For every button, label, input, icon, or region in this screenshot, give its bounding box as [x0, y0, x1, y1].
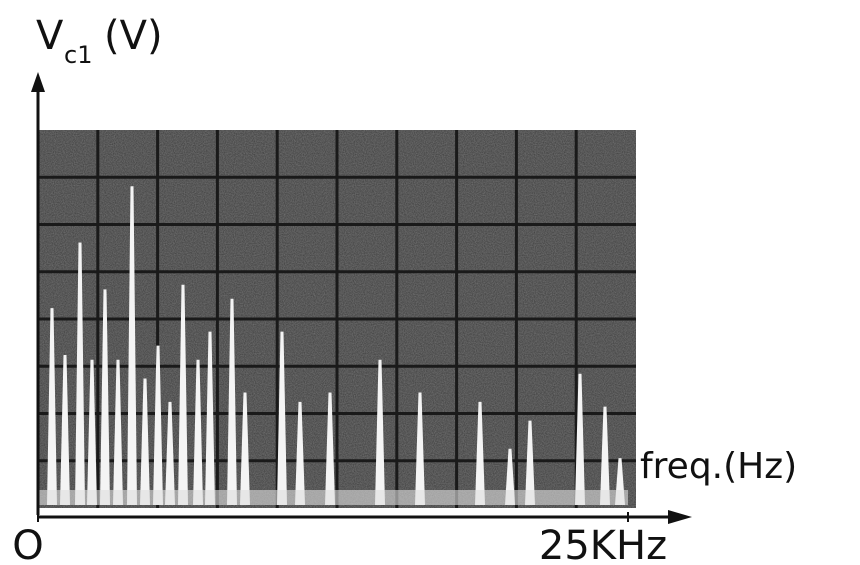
spectrum-peak [100, 289, 111, 505]
spectrum-peak [164, 401, 175, 505]
y-label-unit: (V) [104, 13, 163, 59]
spectrum-peak [204, 331, 215, 505]
x-label: freq.(Hz) [640, 446, 797, 487]
x-arrow [668, 510, 692, 524]
spectrum-peak [59, 355, 70, 505]
y-label: V [36, 13, 64, 59]
y-label-sub: c1 [64, 41, 92, 69]
spectrum-peak [226, 298, 237, 505]
x-tick-label: 25KHz [539, 523, 667, 565]
spectrum-peak [599, 406, 610, 505]
marks [38, 186, 628, 505]
x-tick-label: O [12, 523, 43, 565]
spectrum-peak [325, 392, 336, 505]
spectrum-peak [86, 359, 97, 505]
spectrum-peak [113, 359, 124, 505]
spectrum-peak [375, 359, 386, 505]
noise-floor [38, 490, 628, 505]
spectrum-peak [75, 242, 86, 505]
spectrum-peak [295, 401, 306, 505]
grid [38, 130, 636, 508]
spectrum-peak [46, 308, 57, 505]
spectrum-peak [153, 345, 164, 505]
y-arrow [31, 72, 45, 92]
spectrum-peak [277, 331, 288, 505]
spectrum-peak [126, 186, 137, 505]
spectrum-peak [574, 373, 585, 505]
spectrum-peak [193, 359, 204, 505]
spectrum-peak [475, 401, 486, 505]
spectrum-peak [140, 378, 151, 505]
spectrum-peak [524, 420, 535, 505]
spectrum-peak [239, 392, 250, 505]
spectrum-peak [414, 392, 425, 505]
spectrum-peak [177, 284, 188, 505]
